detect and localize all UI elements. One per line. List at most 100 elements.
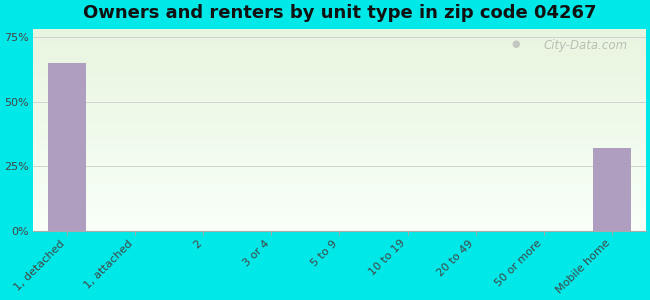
Bar [33, 215, 646, 216]
Bar [33, 208, 646, 209]
Bar [33, 49, 646, 50]
Bar [33, 172, 646, 174]
Bar [33, 104, 646, 105]
Bar [33, 203, 646, 204]
Bar [593, 148, 630, 231]
Bar [33, 128, 646, 129]
Bar [33, 66, 646, 67]
Bar [33, 184, 646, 185]
Bar [33, 199, 646, 200]
Bar [33, 144, 646, 145]
Bar [33, 102, 646, 103]
Bar [33, 154, 646, 155]
Bar [33, 86, 646, 87]
Bar [33, 224, 646, 225]
Bar [33, 147, 646, 148]
Bar [33, 138, 646, 139]
Bar [33, 164, 646, 166]
Bar [33, 68, 646, 69]
Bar [33, 98, 646, 99]
Bar [33, 85, 646, 86]
Bar [33, 118, 646, 119]
Bar [33, 175, 646, 176]
Bar [33, 111, 646, 112]
Bar [33, 142, 646, 143]
Bar [33, 74, 646, 75]
Bar [33, 135, 646, 136]
Bar [33, 137, 646, 138]
Bar [33, 230, 646, 231]
Bar [33, 50, 646, 52]
Bar [33, 163, 646, 164]
Bar [33, 160, 646, 161]
Bar [33, 212, 646, 213]
Bar [33, 202, 646, 203]
Bar [33, 87, 646, 88]
Bar [33, 115, 646, 116]
Bar [33, 186, 646, 187]
Bar [33, 39, 646, 41]
Bar [33, 136, 646, 137]
Bar [33, 195, 646, 196]
Bar [33, 169, 646, 171]
Bar [33, 146, 646, 147]
Bar [33, 185, 646, 186]
Bar [33, 90, 646, 91]
Bar [33, 126, 646, 127]
Bar [33, 168, 646, 169]
Bar [48, 63, 86, 231]
Bar [33, 216, 646, 217]
Bar [33, 105, 646, 106]
Bar [33, 217, 646, 218]
Bar [33, 127, 646, 128]
Bar [33, 110, 646, 111]
Bar [33, 149, 646, 150]
Bar [33, 132, 646, 133]
Bar [33, 71, 646, 72]
Bar [33, 148, 646, 149]
Bar [33, 42, 646, 44]
Bar [33, 193, 646, 194]
Bar [33, 131, 646, 132]
Bar [33, 60, 646, 61]
Bar [33, 101, 646, 102]
Bar [33, 41, 646, 42]
Bar [33, 181, 646, 182]
Bar [33, 178, 646, 179]
Bar [33, 143, 646, 144]
Bar [33, 169, 646, 170]
Bar [33, 119, 646, 120]
Bar [33, 192, 646, 193]
Bar [33, 204, 646, 205]
Bar [33, 129, 646, 130]
Bar [33, 33, 646, 34]
Bar [33, 211, 646, 212]
Bar [33, 38, 646, 39]
Bar [33, 196, 646, 197]
Bar [33, 89, 646, 90]
Bar [33, 180, 646, 181]
Bar [33, 227, 646, 228]
Bar [33, 94, 646, 95]
Bar [33, 171, 646, 172]
Bar [33, 120, 646, 121]
Bar [33, 182, 646, 183]
Bar [33, 36, 646, 38]
Bar [33, 225, 646, 226]
Bar [33, 93, 646, 94]
Bar [33, 44, 646, 45]
Bar [33, 107, 646, 108]
Bar [33, 223, 646, 224]
Bar [33, 155, 646, 157]
Bar [33, 80, 646, 81]
Bar [33, 106, 646, 107]
Bar [33, 122, 646, 123]
Bar [33, 198, 646, 199]
Bar [33, 75, 646, 76]
Bar [33, 160, 646, 161]
Bar [33, 83, 646, 84]
Bar [33, 103, 646, 104]
Bar [33, 210, 646, 211]
Bar [33, 78, 646, 79]
Bar [33, 82, 646, 83]
